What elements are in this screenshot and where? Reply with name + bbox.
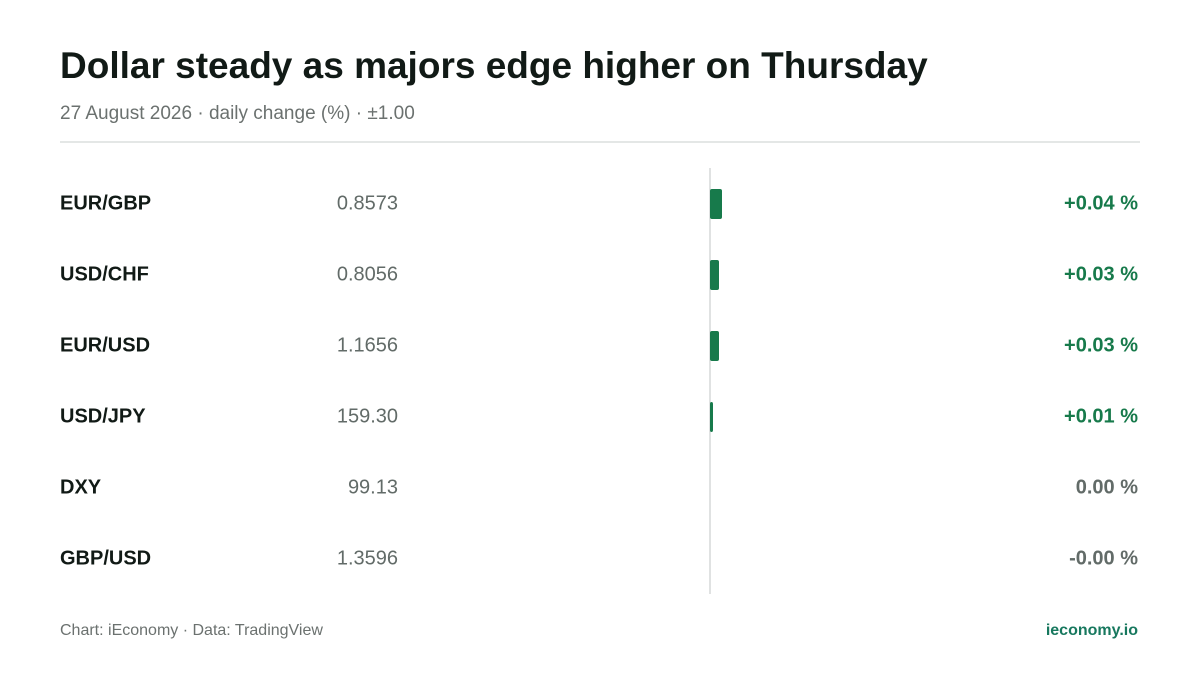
category-label: EUR/USD — [60, 334, 150, 356]
value-label: +0.03 % — [1064, 263, 1138, 285]
bar — [710, 331, 719, 361]
brand[interactable]: ieconomy.io — [1046, 622, 1138, 639]
category-label: GBP/USD — [60, 547, 151, 569]
bar — [710, 260, 719, 290]
category-label: DXY — [60, 476, 102, 498]
bar — [710, 402, 713, 432]
bar — [710, 189, 722, 219]
value-label: +0.01 % — [1064, 405, 1138, 427]
price: 159.30 — [337, 405, 398, 427]
value-label: +0.04 % — [1064, 192, 1138, 214]
price: 0.8056 — [337, 263, 398, 285]
source: Chart: iEconomy · Data: TradingView — [60, 622, 323, 639]
chart-subtitle: 27 August 2026 · daily change (%) · ±1.0… — [60, 103, 415, 124]
price: 1.3596 — [337, 547, 398, 569]
chart-title: Dollar steady as majors edge higher on T… — [60, 45, 928, 86]
value-label: +0.03 % — [1064, 334, 1138, 356]
value-label: -0.00 % — [1069, 547, 1138, 569]
category-label: EUR/GBP — [60, 192, 151, 214]
price: 99.13 — [348, 476, 398, 498]
value-label: 0.00 % — [1076, 476, 1138, 498]
category-label: USD/CHF — [60, 263, 149, 285]
category-label: USD/JPY — [60, 405, 146, 427]
price: 0.8573 — [337, 192, 398, 214]
price: 1.1656 — [337, 334, 398, 356]
